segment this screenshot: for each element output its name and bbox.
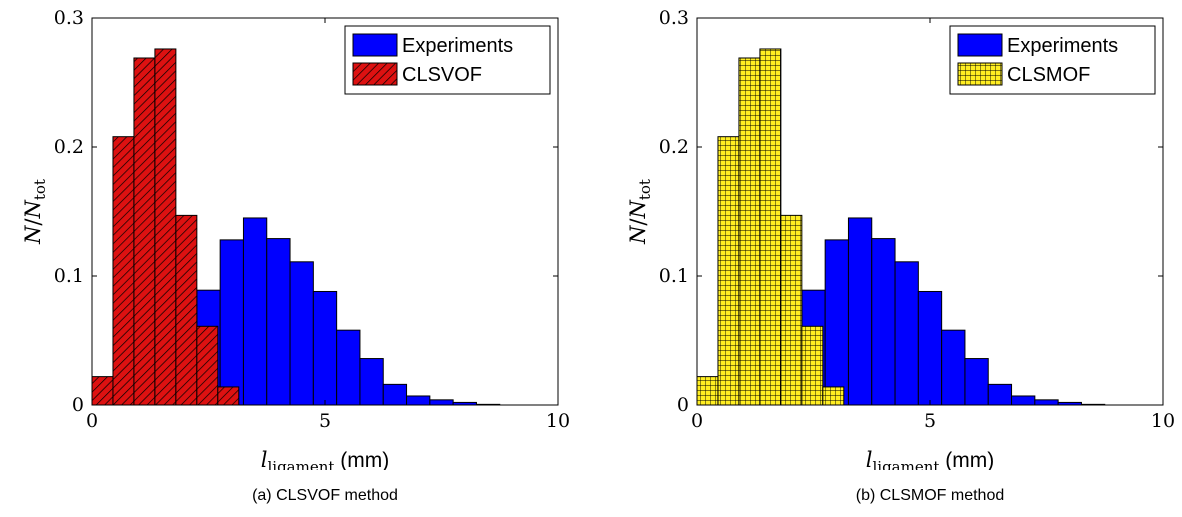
bar-clsmof-1 [717, 136, 740, 406]
bar-experiments-2 [242, 217, 268, 406]
x-tick-label: 0 [691, 410, 703, 432]
legend-label-experiments: Experiments [402, 35, 513, 57]
bar-experiments-7 [359, 358, 384, 406]
legend: Experiments CLSVOF [344, 25, 551, 95]
bar-clsvof-0 [91, 376, 114, 406]
bar-clsmof-6 [822, 386, 845, 406]
legend-swatch-clsvof [352, 62, 398, 86]
caption-panel-b: (b) CLSMOF method [855, 487, 1005, 504]
bar-experiments-1 [824, 239, 849, 406]
figure-canvas: 0 5 10 0 0.1 0.2 0.3 lligament (mm) N/Ntot Experi… [21, 7, 1175, 470]
x-tick-label: 0 [86, 410, 98, 432]
legend: Experiments CLSMOF [949, 25, 1156, 95]
bar-clsvof-6 [217, 386, 240, 406]
bar-clsvof-3 [154, 48, 177, 406]
x-axis-label: lligament (mm) [261, 448, 389, 470]
bar-clsvof-4 [175, 214, 198, 406]
bar-clsmof-5 [801, 325, 824, 406]
legend-swatch-clsmof [957, 62, 1003, 86]
legend-swatch-experiments [352, 33, 398, 57]
bar-experiments-1 [219, 239, 244, 406]
bar-experiments-9 [1011, 395, 1036, 406]
legend-label-experiments: Experiments [1007, 35, 1118, 57]
bar-experiments-6 [336, 329, 361, 406]
bar-clsvof-1 [112, 136, 135, 406]
x-axis-label: lligament (mm) [866, 448, 994, 470]
y-tick-label: 0.3 [54, 7, 84, 29]
y-tick-label: 0.1 [54, 265, 84, 287]
bar-experiments-3 [266, 238, 291, 406]
y-tick-label: 0.2 [659, 136, 689, 158]
y-tick-label: 0 [677, 394, 689, 416]
bar-experiments-10 [1034, 399, 1059, 406]
y-tick-label: 0.2 [54, 136, 84, 158]
caption-panel-a: (a) CLSVOF method [252, 487, 398, 504]
bar-experiments-3 [871, 238, 896, 406]
y-tick-label: 0 [72, 394, 84, 416]
y-axis-label: N/Ntot [21, 179, 49, 245]
bar-clsvof-2 [133, 57, 156, 406]
bar-experiments-2 [847, 217, 873, 406]
bar-experiments-4 [894, 261, 919, 406]
panel-b-clsmof: 0 5 10 0 0.1 0.2 0.3 lligament (mm) N/Ntot Experi… [626, 7, 1175, 470]
bar-clsmof-4 [780, 214, 803, 406]
bar-experiments-8 [987, 383, 1013, 406]
legend-swatch-experiments [957, 33, 1003, 57]
bar-clsvof-5 [196, 325, 219, 406]
y-axis-label: N/Ntot [626, 179, 654, 245]
bar-experiments-5 [312, 290, 338, 406]
bar-clsmof-2 [738, 57, 761, 406]
panel-a-clsvof: 0 5 10 0 0.1 0.2 0.3 lligament (mm) N/Ntot Experi… [21, 7, 570, 470]
bar-clsmof-0 [696, 376, 719, 406]
x-tick-label: 5 [319, 410, 331, 432]
y-tick-label: 0.1 [659, 265, 689, 287]
bar-experiments-5 [917, 290, 943, 406]
bar-experiments-10 [429, 399, 454, 406]
x-tick-label: 10 [1151, 410, 1175, 432]
x-tick-label: 5 [924, 410, 936, 432]
bar-experiments-4 [289, 261, 314, 406]
legend-label-clsmof: CLSMOF [1007, 64, 1090, 86]
y-tick-label: 0.3 [659, 7, 689, 29]
bar-experiments-7 [964, 358, 989, 406]
bar-experiments-9 [406, 395, 431, 406]
bar-experiments-6 [941, 329, 966, 406]
bar-experiments-8 [382, 383, 408, 406]
bar-clsmof-3 [759, 48, 782, 406]
legend-label-clsvof: CLSVOF [402, 64, 482, 86]
x-tick-label: 10 [546, 410, 570, 432]
